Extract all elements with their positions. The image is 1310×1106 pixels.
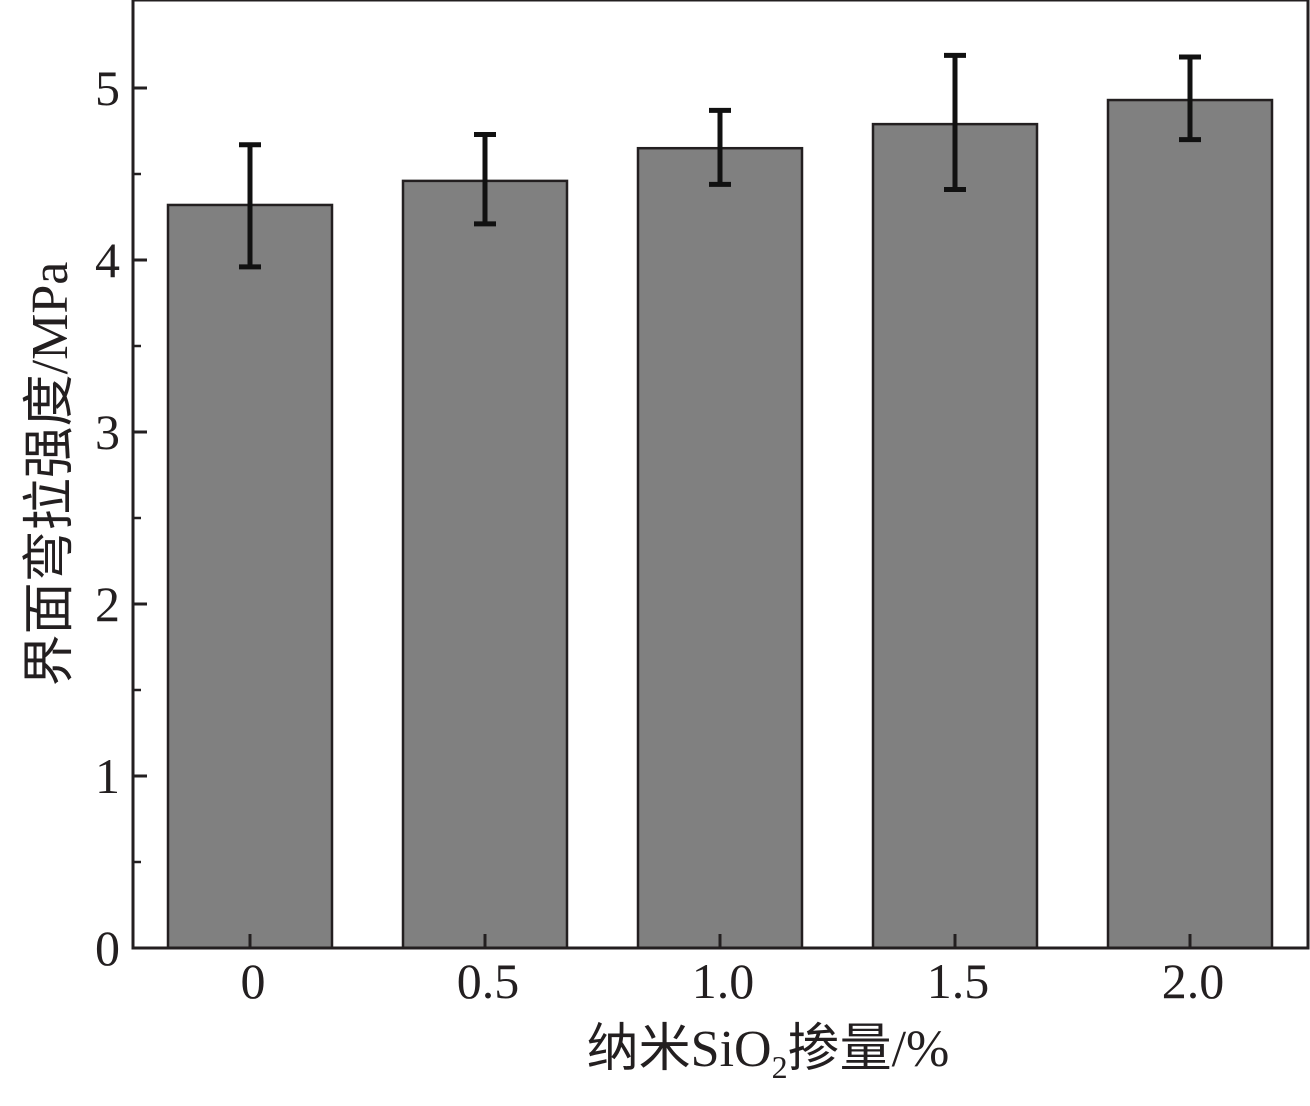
bar [166, 203, 334, 950]
x-tick-label: 0 [241, 953, 266, 1009]
y-tick-label: 1 [95, 748, 120, 804]
x-axis-title: 纳米SiO2掺量/% [587, 1021, 950, 1085]
y-ticks-layer: 0 1 2 3 4 5 [95, 60, 147, 976]
x-axis-title-subscript: 2 [772, 1049, 788, 1085]
y-tick-label: 4 [95, 232, 120, 288]
x-ticks-layer: 0 0.5 1.0 1.5 2.0 [241, 934, 1225, 1009]
y-tick-label: 3 [95, 404, 120, 460]
x-tick-label: 1.5 [927, 953, 990, 1009]
error-bars-layer [239, 52, 1201, 270]
y-axis-title: 界面弯拉强度/MPa [21, 262, 79, 687]
x-axis-title-tail: 掺量/% [788, 1021, 950, 1078]
x-axis-title-main: 纳米SiO [587, 1021, 772, 1078]
bar [401, 179, 569, 950]
bar [636, 146, 804, 950]
y-tick-label: 2 [95, 576, 120, 632]
x-tick-label: 1.0 [692, 953, 755, 1009]
y-tick-label: 0 [95, 920, 120, 976]
x-tick-label: 0.5 [457, 953, 520, 1009]
bar [871, 122, 1039, 950]
x-tick-label: 2.0 [1162, 953, 1225, 1009]
bars-layer [166, 98, 1274, 950]
y-tick-label: 5 [95, 60, 120, 116]
bar [1106, 98, 1274, 950]
